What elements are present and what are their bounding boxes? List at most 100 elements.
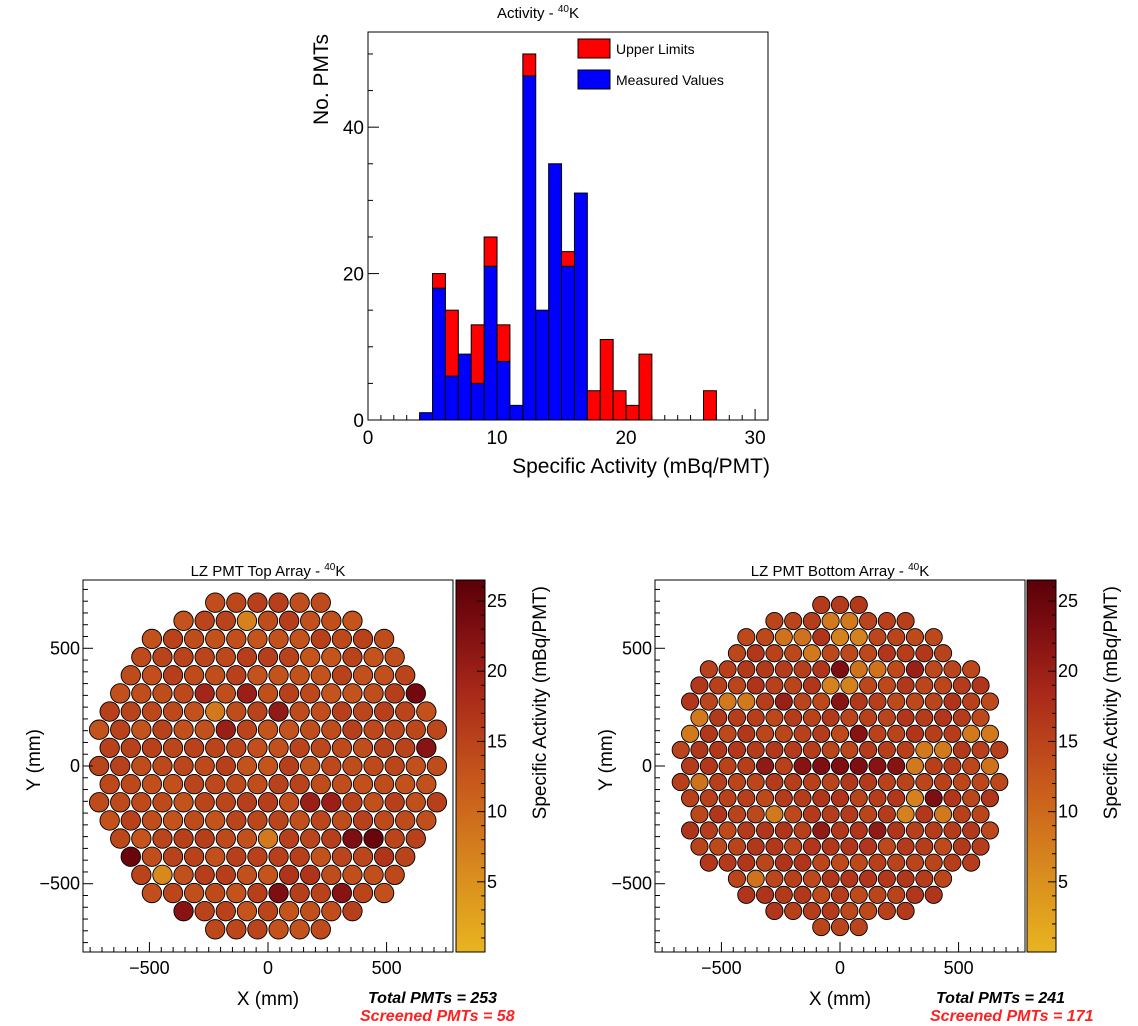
top-array-pmt-116 <box>395 773 416 795</box>
top-array-pmt-217 <box>215 646 236 668</box>
histogram-bar-measured-9 <box>535 309 550 421</box>
bottom-array-pmt-246 <box>924 660 943 679</box>
top-array-pmt-125 <box>236 755 258 777</box>
bottom-array-pmt-57 <box>840 837 859 856</box>
bottom-array-pmt-276 <box>840 611 859 631</box>
top-array-pmt-201 <box>162 665 184 686</box>
bottom-array-title: LZ PMT Bottom Array - 40K <box>751 562 929 580</box>
bottom-array-pmt-27 <box>821 869 840 888</box>
bottom-array-pmt-132 <box>990 773 1009 792</box>
top-array-pmt-22 <box>289 882 310 904</box>
top-array-pmt-204 <box>226 665 247 686</box>
top-array-pmt-6 <box>173 901 194 922</box>
histogram-y-tick-label: 20 <box>343 265 364 286</box>
top-array-pmt-54 <box>110 828 131 849</box>
top-array-pmt-78 <box>289 810 310 831</box>
top-array-colorbar-tick-label: 25 <box>487 591 507 611</box>
bottom-array-pmt-201 <box>681 692 700 711</box>
bottom-array-colorbar-tick-label: 15 <box>1058 731 1078 751</box>
top-array-pmt-246 <box>342 610 363 631</box>
top-array-pmt-205 <box>247 665 268 686</box>
top-array-pmt-208 <box>310 665 331 686</box>
bottom-array-pmt-273 <box>784 611 803 631</box>
bottom-array-pmt-121 <box>784 773 803 792</box>
top-array-colorbar-label: Specific Activity (mBq/PMT) <box>530 586 551 819</box>
bottom-array-pmt-1 <box>830 918 850 937</box>
histogram-bar-measured-7 <box>509 404 524 421</box>
top-array-pmt-77 <box>268 810 289 831</box>
bottom-array-pmt-244 <box>887 660 906 679</box>
bottom-array-pmt-171 <box>737 724 756 743</box>
bottom-array-pmt-84 <box>727 805 747 824</box>
top-array-pmt-104 <box>141 773 163 795</box>
bottom-array-pmt-102 <box>755 789 775 808</box>
top-array-pmt-249 <box>247 592 268 613</box>
bottom-array-axes: −500 0 500 −500 0 500 <box>611 588 1019 978</box>
top-array-pmt-250 <box>268 592 289 613</box>
bottom-array-pmt-6 <box>821 901 840 921</box>
top-array-pmt-144 <box>289 737 310 759</box>
bottom-array-pmt-42 <box>849 853 868 872</box>
top-array-pmt-162 <box>321 719 342 740</box>
bottom-array-pmt-275 <box>821 611 840 631</box>
histogram-bar-upper-limit-2 <box>470 324 485 384</box>
bottom-array-pmt-134 <box>699 756 718 776</box>
top-array-pmt-149 <box>395 737 416 759</box>
bottom-array-pmt-245 <box>905 660 925 679</box>
bottom-array-pmt-200 <box>971 708 990 727</box>
top-array-pmt-156 <box>194 719 215 740</box>
top-array-title: LZ PMT Top Array - 40K <box>191 562 346 580</box>
bottom-array-pmt-151 <box>690 740 709 759</box>
bottom-array-pmt-71 <box>793 821 812 840</box>
bottom-array-pmt-236 <box>737 660 756 679</box>
top-array-pmt-242 <box>257 610 279 631</box>
bottom-array-pmt-184 <box>980 724 999 743</box>
bottom-array-pmt-93 <box>896 805 915 824</box>
bottom-array-pmt-266 <box>830 628 850 647</box>
bottom-array-pmt-95 <box>933 805 953 824</box>
bottom-array-pmt-90 <box>840 805 859 824</box>
histogram-bar-upper-limit-4 <box>496 324 511 362</box>
bottom-array-pmt-51 <box>727 837 747 856</box>
bottom-array-pmt-242 <box>849 660 868 679</box>
top-array-pmt-79 <box>310 810 331 831</box>
top-array-pmt-121 <box>152 755 173 777</box>
top-array-pmt-93 <box>257 792 279 813</box>
top-array-pmt-228 <box>183 628 205 650</box>
top-array-pmt-133 <box>405 755 426 777</box>
top-array-pmt-165 <box>384 719 405 740</box>
bottom-array-pmt-211 <box>868 692 887 711</box>
bottom-array-pmt-139 <box>793 756 812 776</box>
top-array-y-tick-label: 500 <box>50 638 80 658</box>
histogram-bar-upper-limit-0 <box>432 273 446 289</box>
top-array-pmt-136 <box>120 737 141 759</box>
top-array-pmt-27 <box>131 864 152 886</box>
histogram-bar-upper-limit-7 <box>586 390 601 421</box>
bottom-array-pmt-25 <box>784 869 803 888</box>
bottom-array-pmt-8 <box>859 901 878 921</box>
top-array-pmt-186 <box>152 683 173 704</box>
bottom-array-pmt-202 <box>699 692 718 711</box>
histogram-x-tick-label: 0 <box>363 428 374 449</box>
top-array-pmt-143 <box>268 737 289 759</box>
top-array-pmt-168 <box>99 701 120 722</box>
top-array-pmt-30 <box>194 864 215 886</box>
top-array-pmt-48 <box>289 846 310 867</box>
top-array-pmt-233 <box>289 628 310 650</box>
bottom-array-pmt-205 <box>755 692 775 711</box>
bottom-array-pmt-110 <box>905 789 925 808</box>
top-array-pmt-176 <box>268 701 289 722</box>
bottom-array-pmt-70 <box>774 821 793 840</box>
top-array-pmt-42 <box>162 846 184 867</box>
bottom-array-pmt-15 <box>812 885 831 904</box>
bottom-array-pmt-101 <box>737 789 756 808</box>
top-array-pmt-37 <box>342 864 363 886</box>
bottom-array-x-tick-label: 500 <box>944 958 974 978</box>
top-array-pmt-88 <box>152 792 173 813</box>
bottom-array-pmt-135 <box>718 756 737 776</box>
bottom-array-pmt-181 <box>924 724 943 743</box>
top-array-pmt-38 <box>363 864 384 886</box>
bottom-array-pmt-196 <box>896 708 915 727</box>
top-array-pmt-244 <box>300 610 321 631</box>
top-array-pmt-245 <box>321 610 342 631</box>
